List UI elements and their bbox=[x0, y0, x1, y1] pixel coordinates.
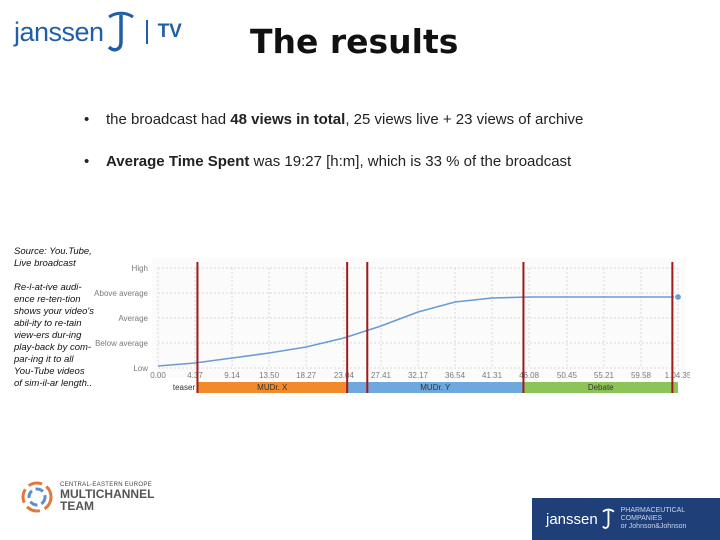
y-tick-label: High bbox=[132, 264, 148, 273]
x-tick-label: 9.14 bbox=[224, 371, 240, 380]
team-region: CENTRAL-EASTERN EUROPE bbox=[60, 482, 152, 488]
footer-tagline-1: PHARMACEUTICAL COMPANIES bbox=[620, 507, 685, 522]
x-tick-label: 32.17 bbox=[408, 371, 429, 380]
bullet-text-pre: the broadcast had bbox=[106, 111, 231, 128]
segment-bar bbox=[158, 382, 198, 393]
janssen-tv-logo: janssen TV bbox=[14, 8, 182, 56]
bullet-marker: • bbox=[84, 111, 90, 128]
x-tick-label: 46.08 bbox=[519, 371, 540, 380]
janssen-mark-icon bbox=[107, 11, 134, 52]
x-tick-label: 36.54 bbox=[445, 371, 466, 380]
team-name-1: MULTICHANNEL bbox=[60, 487, 155, 501]
bullet-average-time: • Average Time Spent was 19:27 [h:m], wh… bbox=[84, 152, 644, 172]
x-tick-label: 18.27 bbox=[296, 371, 317, 380]
y-tick-label: Below average bbox=[95, 339, 148, 348]
y-tick-label: Average bbox=[118, 314, 148, 323]
logo-text: janssen bbox=[14, 16, 104, 47]
results-bullets: • the broadcast had 48 views in total, 2… bbox=[84, 110, 644, 194]
bullet-text-post: was 19:27 [h:m], which is 33 % of the br… bbox=[249, 153, 572, 170]
retention-explanation: Re-l-at-ive audi-ence re-ten-tion shows … bbox=[14, 282, 94, 389]
team-swirl-icon bbox=[21, 481, 53, 513]
footer-bar: janssen PHARMACEUTICAL COMPANIES or John… bbox=[532, 498, 720, 540]
audience-retention-chart: High Above average Average Below average Low… bbox=[94, 258, 690, 393]
segment-bar bbox=[523, 382, 678, 393]
bullet-text-bold: Average Time Spent bbox=[106, 153, 250, 170]
bullet-views: • the broadcast had 48 views in total, 2… bbox=[84, 110, 644, 130]
x-tick-label: 50.45 bbox=[557, 371, 578, 380]
x-tick-label: 13.50 bbox=[259, 371, 280, 380]
logo-separator bbox=[145, 20, 148, 44]
footer-tagline-2: or Johnson&Johnson bbox=[620, 523, 687, 530]
x-tick-label: 0.00 bbox=[150, 371, 166, 380]
footer-janssen-mark-icon bbox=[601, 508, 615, 529]
segment-label: Debate bbox=[588, 383, 614, 392]
x-tick-label: 55.21 bbox=[594, 371, 615, 380]
segment-label: MUDr. Y bbox=[420, 383, 451, 392]
x-tick-label: 59.58 bbox=[631, 371, 652, 380]
team-name-2: TEAM bbox=[60, 499, 94, 513]
bullet-text-post: , 25 views live + 23 views of archive bbox=[345, 111, 584, 128]
segment-bar bbox=[347, 382, 524, 393]
side-note: Source: You.Tube, Live broadcast Re-l-at… bbox=[14, 246, 94, 402]
bullet-text-bold: 48 views in total bbox=[230, 111, 346, 128]
retention-line bbox=[157, 296, 678, 367]
source-note: Source: You.Tube, Live broadcast bbox=[14, 246, 92, 269]
segment-label: MUDr. X bbox=[257, 383, 288, 392]
x-tick-label: 23.04 bbox=[334, 371, 355, 380]
x-tick-label: 1.04.35 bbox=[665, 371, 690, 380]
retention-end-point bbox=[673, 292, 683, 302]
y-tick-label: Above average bbox=[94, 289, 148, 298]
segment-bar bbox=[197, 382, 348, 393]
segment-label: teaser bbox=[173, 383, 196, 392]
y-tick-label: Low bbox=[133, 364, 148, 373]
slide-title: The results bbox=[250, 22, 459, 61]
x-tick-label: 4.37 bbox=[187, 371, 203, 380]
footer-logo-text: janssen bbox=[546, 510, 598, 528]
bullet-marker: • bbox=[84, 153, 90, 170]
logo-tv: TV bbox=[157, 21, 182, 42]
x-tick-label: 27.41 bbox=[371, 371, 392, 380]
x-tick-label: 41.31 bbox=[482, 371, 503, 380]
